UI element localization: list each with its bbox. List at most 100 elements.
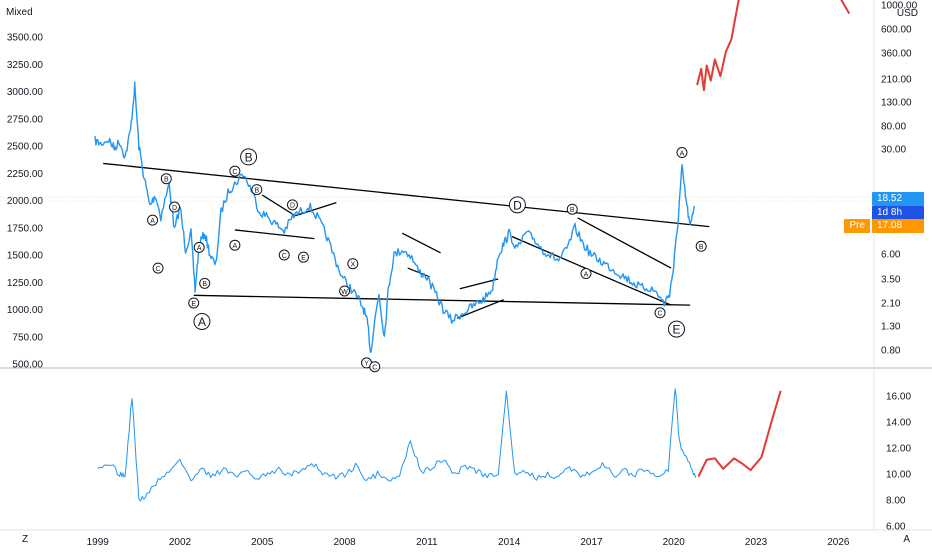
trend-line [511, 235, 672, 306]
auto-scale-button[interactable]: A [903, 534, 910, 545]
wave-label-d: D [172, 205, 177, 212]
wave-label-circle [188, 297, 200, 309]
wave-label-b: B [202, 281, 207, 288]
wave-label-circle [508, 196, 526, 214]
wave-label-a: A [197, 245, 202, 252]
indicator-series-line [97, 388, 697, 502]
left-axis-tick: 3250.00 [7, 60, 44, 71]
right-axis-tick: 3.50 [881, 275, 901, 286]
trend-line [234, 229, 315, 240]
right-axis-tick: 1000.00 [881, 1, 918, 12]
time-axis-tick: 2020 [663, 537, 686, 548]
time-axis-tick: 2011 [416, 537, 438, 548]
wave-label-x: X [350, 262, 355, 269]
time-axis-tick: 1999 [87, 537, 110, 548]
time-axis-tick: 2005 [251, 537, 274, 548]
wave-label-circle [339, 285, 351, 297]
wave-label-e: E [672, 323, 680, 337]
time-axis-tick: 2023 [745, 537, 768, 548]
wave-label-circle [251, 184, 263, 196]
left-axis-tick: 1500.00 [7, 251, 44, 262]
time-axis-tick: 2017 [580, 537, 603, 548]
wave-label-circle [676, 147, 688, 159]
price-badge: 17.08 [872, 219, 924, 233]
trend-line [456, 299, 504, 319]
right-axis-tick: 2.10 [881, 299, 901, 310]
wave-label-d: D [513, 198, 522, 212]
left-axis-tick: 3500.00 [7, 33, 44, 44]
right-axis-tick: 210.00 [881, 75, 912, 86]
left-axis-tick: 500.00 [12, 360, 43, 371]
wave-label-y: Y [364, 361, 369, 368]
wave-label-c: C [156, 266, 161, 273]
wave-label-c: C [232, 169, 237, 176]
wave-label-d: D [290, 203, 295, 210]
wave-label-circle [169, 201, 181, 213]
trend-line [459, 278, 499, 290]
wave-label-c: C [282, 253, 287, 260]
timezone-button[interactable]: Z [22, 534, 29, 545]
right-axis-tick: 80.00 [881, 122, 906, 133]
wave-label-w: W [341, 289, 348, 296]
wave-label-circle [152, 262, 164, 274]
left-axis-tick: 2750.00 [7, 114, 44, 125]
indicator-axis-tick: 6.00 [886, 522, 906, 533]
wave-label-circle [160, 173, 172, 185]
wave-label-a: A [680, 150, 685, 157]
wave-label-b: B [164, 177, 169, 184]
right-axis-tick: 1.30 [881, 322, 901, 333]
wave-label-c: C [658, 311, 663, 318]
indicator-axis-tick: 14.00 [886, 418, 911, 429]
trend-line [577, 217, 672, 269]
left-axis-tick: 1000.00 [7, 305, 44, 316]
time-axis-tick: 2014 [498, 537, 521, 548]
wave-label-a: A [233, 243, 238, 250]
wave-label-circle [193, 312, 211, 330]
wave-label-circle [297, 251, 309, 263]
right-axis-tick: 600.00 [881, 25, 912, 36]
wave-label-a: A [150, 218, 155, 225]
left-axis-tick: 3000.00 [7, 87, 44, 98]
left-axis-tick: 2000.00 [7, 196, 44, 207]
left-axis-tick: 2500.00 [7, 142, 44, 153]
wave-label-circle [199, 277, 211, 289]
wave-label-circle [654, 307, 666, 319]
indicator-axis-tick: 10.00 [886, 470, 911, 481]
wave-label-circle [286, 199, 298, 211]
indicator-projection-line [697, 390, 782, 478]
right-axis-tick: 6.00 [881, 250, 901, 261]
right-axis-tick: 0.80 [881, 346, 901, 357]
wave-label-circle [580, 268, 592, 280]
trend-line [103, 162, 710, 228]
left-axis-tick: 2250.00 [7, 169, 44, 180]
price-badge: 18.52 [872, 192, 924, 206]
indicator-axis-tick: 8.00 [886, 496, 906, 507]
wave-label-circle [668, 320, 685, 338]
time-axis-tick: 2008 [333, 537, 356, 548]
time-axis-tick: 2026 [827, 537, 850, 548]
time-axis-tick: 2002 [169, 537, 192, 548]
wave-label-b: B [699, 244, 704, 251]
currency-label[interactable]: USD [896, 8, 918, 19]
scale-mode-button[interactable]: Mixed [6, 7, 33, 18]
wave-label-circle [347, 258, 359, 270]
wave-label-b: B [254, 187, 259, 194]
trend-line [193, 294, 691, 306]
right-axis-tick: 360.00 [881, 49, 912, 60]
wave-label-b: B [245, 150, 253, 164]
wave-label-circle [229, 165, 241, 177]
left-axis-tick: 1250.00 [7, 278, 44, 289]
wave-label-b: B [570, 207, 575, 214]
wave-label-a: A [584, 271, 589, 278]
pre-market-label: Pre [844, 219, 870, 233]
right-axis-tick: 30.00 [881, 145, 906, 156]
wave-label-e: E [191, 301, 196, 308]
wave-label-c: C [372, 365, 377, 372]
wave-label-circle [193, 241, 205, 253]
trend-line [401, 232, 441, 254]
projection-series-line [696, 0, 851, 92]
price-series-line [94, 81, 695, 354]
wave-label-a: A [198, 315, 206, 329]
